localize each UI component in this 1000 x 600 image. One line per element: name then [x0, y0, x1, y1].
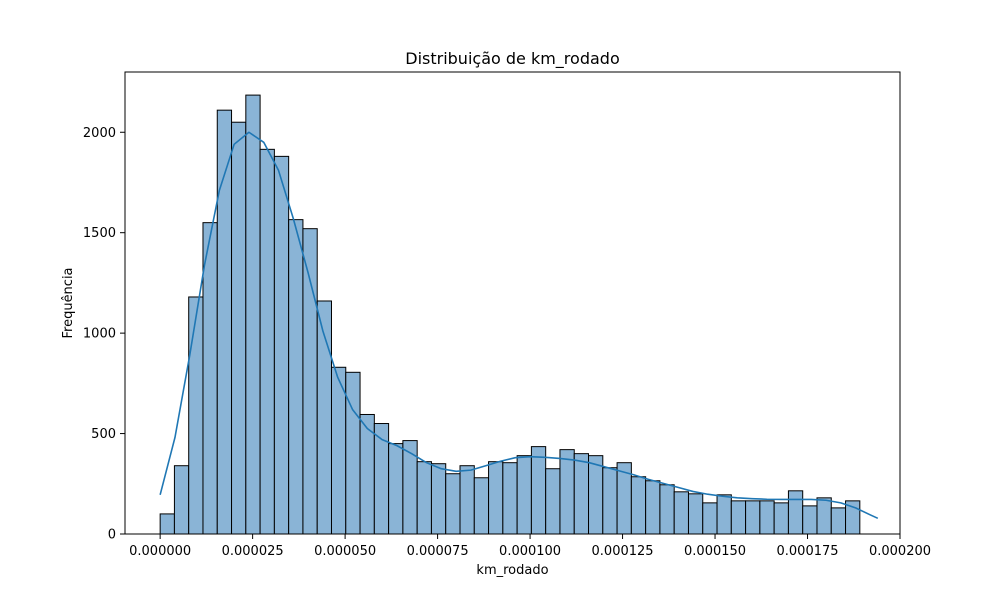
- histogram-bar: [402, 440, 418, 535]
- x-axis-label: km_rodado: [476, 563, 548, 578]
- kde-curve: [159, 131, 879, 520]
- histogram-bar: [802, 505, 818, 535]
- histogram-bar: [830, 507, 847, 535]
- histogram-bar: [416, 461, 432, 535]
- histogram-bar: [716, 494, 732, 535]
- histogram-bar: [588, 455, 604, 535]
- histogram-bar: [473, 477, 490, 535]
- histogram-bar: [459, 465, 475, 535]
- x-axis-ticks: 0.000000 0.000025 0.000050 0.000075 0.000100…: [129, 534, 931, 559]
- x-tick-label: 0.000075: [407, 544, 469, 559]
- histogram-bar: [302, 228, 318, 535]
- histogram-bar: [430, 463, 447, 535]
- histogram-bar: [759, 500, 775, 535]
- histogram-bar: [816, 497, 832, 535]
- x-tick-label: 0.000050: [314, 544, 376, 559]
- y-tick-label: 0: [108, 528, 116, 543]
- chart-title: Distribuição de km_rodado: [405, 49, 619, 69]
- histogram-bar: [445, 473, 461, 535]
- y-tick-label: 1500: [83, 226, 116, 241]
- histogram-bar: [173, 465, 190, 535]
- histogram-bar: [687, 493, 704, 535]
- histogram-bar: [602, 467, 618, 535]
- histogram-bar: [787, 490, 804, 535]
- histogram-bar: [259, 148, 275, 535]
- histogram-bar: [245, 94, 261, 535]
- histogram-bar: [388, 443, 404, 535]
- histogram-bar: [188, 296, 204, 535]
- histogram-bar: [573, 453, 590, 535]
- histogram-bar: [559, 449, 575, 535]
- plot-area-frame: [124, 71, 901, 535]
- histogram-bar: [545, 468, 561, 535]
- histogram-bar: [645, 480, 661, 535]
- histogram-bar: [202, 222, 218, 535]
- x-tick-label: 0.000125: [592, 544, 654, 559]
- x-tick-label: 0.000025: [222, 544, 284, 559]
- y-tick-label: 2000: [83, 126, 116, 141]
- histogram-bar: [273, 155, 290, 535]
- x-tick-label: 0.000000: [129, 544, 191, 559]
- x-tick-label: 0.000200: [869, 544, 931, 559]
- histogram-bar: [516, 455, 532, 535]
- x-tick-label: 0.000100: [499, 544, 561, 559]
- x-tick-label: 0.000150: [684, 544, 746, 559]
- histogram-bar: [773, 502, 789, 535]
- histogram-bar: [730, 500, 747, 535]
- y-tick-label: 1000: [83, 327, 116, 342]
- histogram-bar: [288, 219, 304, 535]
- histogram-bar: [530, 446, 547, 535]
- histogram-bar: [673, 491, 689, 535]
- histogram-bar: [488, 461, 504, 535]
- y-tick-label: 500: [91, 427, 116, 442]
- histogram-bar: [159, 513, 175, 535]
- x-tick-label: 0.000175: [777, 544, 839, 559]
- histogram-bar: [745, 500, 761, 535]
- histogram-bar: [330, 366, 347, 535]
- y-axis-ticks: 0 500 1000 1500 2000: [83, 126, 125, 543]
- histogram-bar: [659, 484, 675, 535]
- histogram-bar: [345, 371, 361, 535]
- histogram-bar: [630, 476, 647, 535]
- histogram-bar: [502, 462, 518, 535]
- y-axis-label: Frequência: [61, 267, 76, 338]
- histogram-bar: [231, 121, 247, 535]
- histogram-bar: [702, 502, 718, 535]
